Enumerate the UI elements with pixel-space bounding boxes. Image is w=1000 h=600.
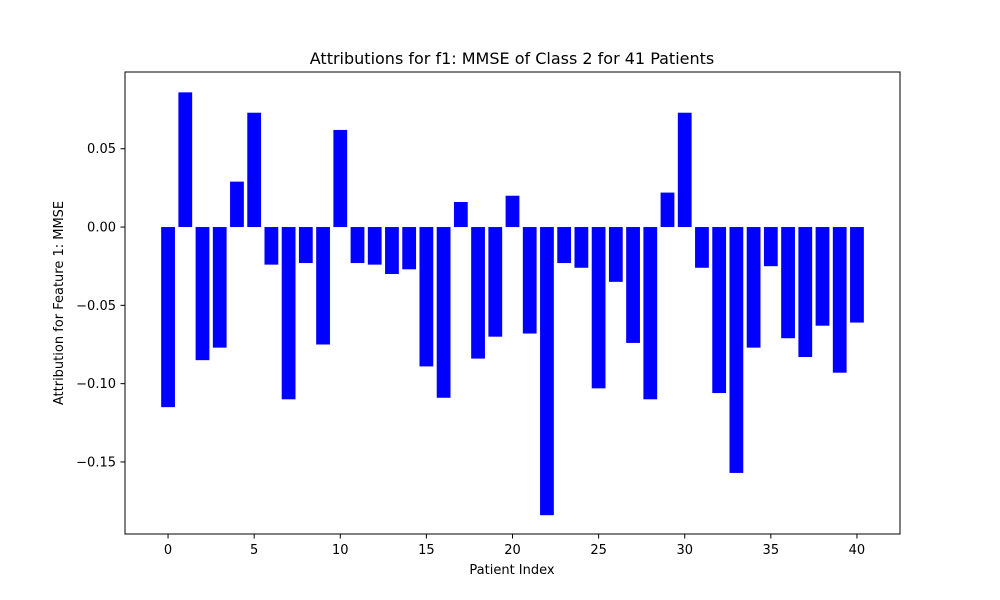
bar-patient-26 <box>608 227 623 282</box>
bar-patient-11 <box>350 227 365 264</box>
bar-patient-34 <box>746 227 761 348</box>
x-tick-label: 0 <box>164 543 172 558</box>
bar-patient-24 <box>574 227 589 268</box>
x-tick-label: 25 <box>590 543 607 558</box>
bar-patient-1 <box>178 92 193 228</box>
bar-patient-32 <box>712 227 727 394</box>
y-axis-label: Attribution for Feature 1: MMSE <box>52 201 67 405</box>
bar-patient-21 <box>522 227 537 334</box>
bar-patient-17 <box>453 201 468 228</box>
bar-patient-37 <box>798 227 813 358</box>
chart-title: Attributions for f1: MMSE of Class 2 for… <box>310 49 714 68</box>
x-axis-label: Patient Index <box>469 563 554 578</box>
bar-patient-5 <box>247 112 262 228</box>
bar-patient-36 <box>781 227 795 339</box>
y-axis-ticks: 0.05 0.00 −0.05 −0.10 −0.15 <box>76 142 125 470</box>
x-tick-label: 5 <box>250 543 258 558</box>
x-tick-label: 30 <box>676 543 693 558</box>
bar-patient-35 <box>763 227 778 267</box>
bar-patient-19 <box>488 227 503 337</box>
plot-frame <box>124 71 901 535</box>
bar-patient-0 <box>161 227 175 408</box>
x-axis-ticks: 0 5 10 15 20 25 30 35 40 <box>164 534 865 558</box>
bar-patient-38 <box>815 227 830 326</box>
bar-patient-20 <box>505 195 520 228</box>
y-tick-label: 0.00 <box>87 221 116 236</box>
y-tick-label: 0.05 <box>87 142 116 157</box>
y-tick-label: −0.15 <box>76 455 116 470</box>
bar-patient-30 <box>677 112 692 228</box>
bar-patient-9 <box>316 227 330 345</box>
bar-patient-3 <box>212 227 227 348</box>
bar-patient-13 <box>385 227 399 275</box>
y-tick-label: −0.05 <box>76 299 116 314</box>
x-tick-label: 35 <box>763 543 780 558</box>
bar-patient-22 <box>540 227 554 516</box>
bar-patient-40 <box>850 227 864 323</box>
bar-patient-28 <box>643 227 658 400</box>
bar-patient-29 <box>660 192 675 228</box>
bar-patient-12 <box>367 227 382 265</box>
bar-patient-10 <box>333 129 348 228</box>
bar-patient-4 <box>230 181 244 228</box>
bar-patient-33 <box>729 227 744 473</box>
x-tick-label: 10 <box>332 543 349 558</box>
bar-patient-14 <box>402 227 417 270</box>
bars-group <box>161 92 864 516</box>
bar-patient-18 <box>471 227 485 359</box>
x-tick-label: 15 <box>418 543 435 558</box>
bar-patient-39 <box>832 227 847 373</box>
bar-patient-7 <box>281 227 296 400</box>
bar-patient-6 <box>264 227 279 265</box>
bar-patient-23 <box>557 227 572 264</box>
bar-patient-25 <box>591 227 606 389</box>
bar-patient-16 <box>436 227 451 398</box>
x-tick-label: 40 <box>849 543 866 558</box>
y-tick-label: −0.10 <box>76 377 116 392</box>
bar-patient-31 <box>695 227 709 268</box>
x-tick-label: 20 <box>504 543 521 558</box>
bar-patient-27 <box>626 227 640 343</box>
bar-patient-2 <box>195 227 210 361</box>
bar-patient-15 <box>419 227 434 367</box>
bar-patient-8 <box>298 227 313 264</box>
